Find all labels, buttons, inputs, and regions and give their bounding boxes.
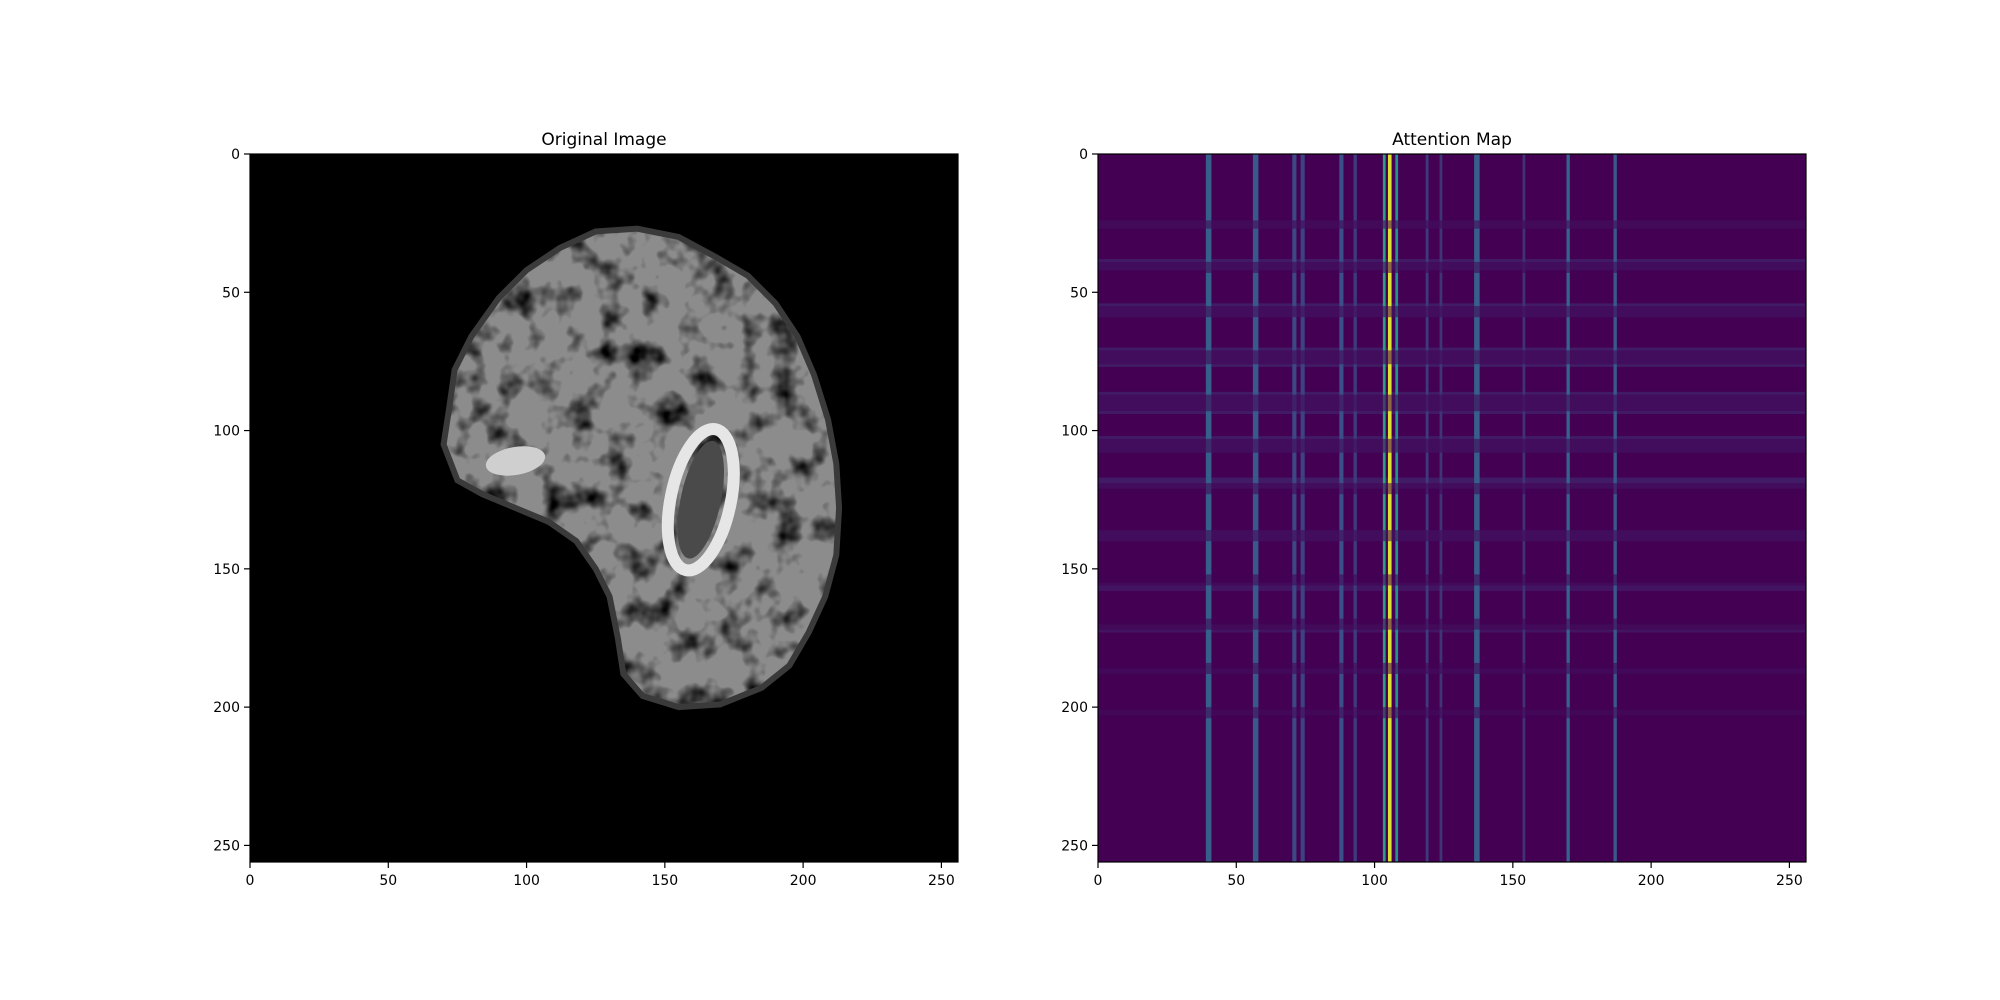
original-image-x-tick-label: 50 — [379, 873, 397, 889]
attention-column-stripe — [1339, 154, 1344, 862]
ventricle-region — [677, 440, 724, 559]
attention-map-x-tick-label: 50 — [1227, 873, 1245, 889]
attention-map-y-tick-label: 150 — [1061, 562, 1088, 578]
original-image-x-tick-label: 100 — [513, 873, 540, 889]
attention-map-x-tick-label: 200 — [1638, 873, 1665, 889]
attention-heatmap — [1098, 154, 1806, 862]
brainstem-region — [485, 446, 546, 476]
attention-map-x-tick-label: 250 — [1776, 873, 1803, 889]
brain-gyri-texture — [443, 228, 840, 708]
attention-map-x-tick-label: 0 — [1094, 873, 1103, 889]
attention-map-y-tick-label: 50 — [1070, 285, 1088, 301]
original-image-y-tick-label: 200 — [213, 700, 240, 716]
attention-column-stripe — [1387, 154, 1392, 862]
original-image-y-tick-label: 0 — [231, 147, 240, 163]
attention-map-y-tick-label: 200 — [1061, 700, 1088, 716]
original-image-x-tick-label: 0 — [246, 873, 255, 889]
attention-row-gap — [1098, 306, 1806, 318]
attention-column-stripe — [1252, 154, 1259, 862]
attention-row-gap — [1098, 530, 1806, 542]
original-image-y-tick-label: 50 — [222, 285, 240, 301]
original-image-title: Original Image — [541, 130, 666, 150]
attention-row-gap — [1098, 618, 1806, 630]
original-image-panel: Original Image 0 50 100 150 200 250 0 50 100 150… — [213, 130, 959, 889]
attention-column-stripe — [1353, 154, 1357, 862]
attention-column-stripe — [1474, 154, 1480, 862]
attention-row-gap — [1098, 220, 1806, 229]
attention-column-stripe — [1292, 154, 1297, 862]
brain-cortex-rim — [440, 225, 843, 711]
attention-column-stripe — [1382, 154, 1386, 862]
attention-row-gap — [1098, 350, 1806, 365]
original-image-x-tick-label: 200 — [790, 873, 817, 889]
attention-row-gap — [1098, 438, 1806, 453]
attention-row-gap — [1098, 662, 1806, 674]
attention-map-y-tick-label: 0 — [1079, 147, 1088, 163]
corpus-callosum-arc — [661, 423, 740, 577]
attention-column-stripe — [1439, 154, 1443, 862]
original-image-x-tick-label: 150 — [651, 873, 678, 889]
attention-column-stripe — [1300, 154, 1305, 862]
attention-row-gap — [1098, 707, 1806, 719]
attention-map-y-tick-label: 100 — [1061, 424, 1088, 440]
original-image-y-axis: 0 50 100 150 200 250 — [213, 147, 250, 854]
attention-row-gap — [1098, 483, 1806, 495]
attention-row-gap — [1098, 574, 1806, 586]
original-image-x-axis: 0 50 100 150 200 250 — [246, 862, 955, 889]
attention-row-gap — [1098, 394, 1806, 412]
attention-map-y-axis: 0 50 100 150 200 250 — [1061, 147, 1098, 854]
attention-row-gap — [1098, 261, 1806, 273]
attention-map-title: Attention Map — [1392, 130, 1512, 150]
attention-map-y-tick-label: 250 — [1061, 838, 1088, 854]
original-image-frame — [249, 153, 959, 863]
attention-column-stripe — [1425, 154, 1429, 862]
attention-column-stripe — [1613, 154, 1617, 862]
attention-column-stripe — [1522, 154, 1526, 862]
attention-map-x-tick-label: 100 — [1361, 873, 1388, 889]
attention-map-frame — [1097, 153, 1807, 863]
brain-slice — [440, 225, 843, 711]
attention-row-band — [1098, 582, 1806, 591]
attention-column-stripe — [1205, 154, 1212, 862]
attention-column-stripe — [1395, 154, 1399, 862]
attention-map-x-axis: 0 50 100 150 200 250 — [1094, 862, 1803, 889]
original-image-y-tick-label: 150 — [213, 562, 240, 578]
original-image-y-tick-label: 250 — [213, 838, 240, 854]
original-image-y-tick-label: 100 — [213, 424, 240, 440]
attention-column-stripe — [1566, 154, 1570, 862]
original-image-x-tick-label: 250 — [928, 873, 955, 889]
attention-map-x-tick-label: 150 — [1499, 873, 1526, 889]
attention-map-panel: Attention Map 0 50 100 150 200 250 0 50 100 150 2… — [1061, 130, 1807, 889]
